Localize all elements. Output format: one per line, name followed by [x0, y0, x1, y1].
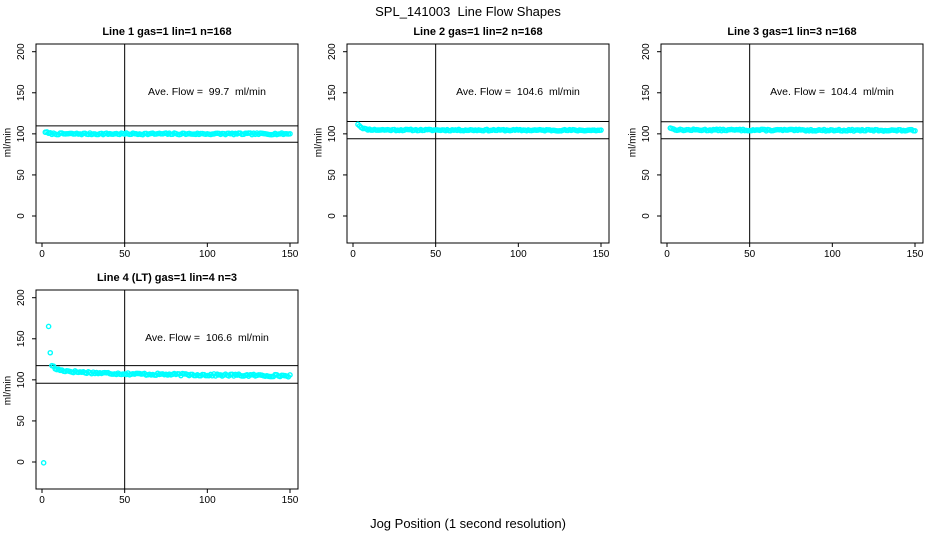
y-tick-label: 100 — [641, 125, 652, 142]
x-tick-label: 150 — [593, 249, 610, 260]
figure-title: SPL_141003 Line Flow Shapes — [375, 4, 561, 19]
y-tick-label: 200 — [16, 43, 27, 60]
y-tick-label: 50 — [327, 169, 338, 181]
panel-title-line4: Line 4 (LT) gas=1 lin=4 n=3 — [96, 272, 238, 284]
x-tick-label: 0 — [39, 495, 45, 506]
x-tick-label: 50 — [430, 249, 442, 260]
data-point — [40, 460, 47, 466]
data-point — [287, 372, 293, 378]
data-points — [40, 323, 293, 466]
y-tick-label: 100 — [16, 125, 27, 142]
x-axis-label: Jog Position (1 second resolution) — [370, 516, 566, 531]
x-tick-label: 100 — [199, 495, 216, 506]
y-tick-label: 50 — [16, 415, 27, 427]
panel-line2: 0 50 100 150 0 50 100 150 200 — [327, 43, 610, 260]
x-tick-label: 50 — [119, 249, 131, 260]
y-tick-label: 200 — [641, 43, 652, 60]
panel-line1: 0 50 100 150 0 50 100 150 200 — [16, 43, 299, 260]
y-axis-label-line2: ml/min — [313, 127, 325, 158]
y-tick-label: 200 — [16, 289, 27, 306]
plot-box — [35, 289, 299, 490]
x-tick-label: 150 — [282, 249, 299, 260]
x-tick-label: 100 — [824, 249, 841, 260]
data-point — [287, 130, 293, 137]
y-tick-label: 150 — [641, 84, 652, 101]
x-tick-label: 100 — [510, 249, 527, 260]
ave-flow-annotation-line2: Ave. Flow = 104.6 ml/min — [456, 86, 580, 98]
y-tick-label: 0 — [327, 213, 338, 219]
y-tick-label: 100 — [327, 125, 338, 142]
panel-title-line3: Line 3 gas=1 lin=3 n=168 — [727, 26, 857, 38]
y-tick-label: 0 — [16, 213, 27, 219]
data-point — [912, 127, 918, 134]
data-point — [45, 323, 52, 330]
y-tick-label: 100 — [16, 371, 27, 388]
y-tick-label: 200 — [327, 43, 338, 60]
data-points — [355, 121, 604, 134]
y-tick-label: 150 — [16, 84, 27, 101]
x-tick-label: 50 — [744, 249, 756, 260]
data-point — [598, 127, 604, 133]
x-tick-label: 0 — [664, 249, 670, 260]
data-points — [42, 129, 293, 138]
y-tick-label: 50 — [16, 169, 27, 181]
y-tick-label: 150 — [327, 84, 338, 101]
panel-line3: 0 50 100 150 0 50 100 150 200 — [641, 43, 924, 260]
x-tick-label: 0 — [350, 249, 356, 260]
data-points — [667, 125, 918, 134]
plot-box — [660, 43, 924, 244]
data-point — [47, 349, 54, 356]
y-tick-label: 0 — [16, 459, 27, 465]
plot-box — [35, 43, 299, 244]
y-axis-label-line4: ml/min — [2, 375, 14, 406]
y-axis-label-line1: ml/min — [2, 127, 14, 158]
x-tick-label: 150 — [907, 249, 924, 260]
y-axis-label-line3: ml/min — [627, 127, 639, 158]
x-tick-label: 150 — [282, 495, 299, 506]
ave-flow-annotation-line3: Ave. Flow = 104.4 ml/min — [770, 86, 894, 98]
x-tick-label: 50 — [119, 495, 131, 506]
x-tick-label: 100 — [199, 249, 216, 260]
ave-flow-annotation-line1: Ave. Flow = 99.7 ml/min — [148, 86, 266, 98]
y-tick-label: 50 — [641, 169, 652, 181]
y-tick-label: 0 — [641, 213, 652, 219]
panel-title-line2: Line 2 gas=1 lin=2 n=168 — [413, 26, 543, 38]
y-tick-label: 150 — [16, 330, 27, 347]
ave-flow-annotation-line4: Ave. Flow = 106.6 ml/min — [145, 332, 269, 344]
panel-line4: 0 50 100 150 0 50 100 150 200 — [16, 289, 299, 506]
panel-title-line1: Line 1 gas=1 lin=1 n=168 — [102, 26, 232, 38]
plot-box — [346, 43, 610, 244]
x-tick-label: 0 — [39, 249, 45, 260]
